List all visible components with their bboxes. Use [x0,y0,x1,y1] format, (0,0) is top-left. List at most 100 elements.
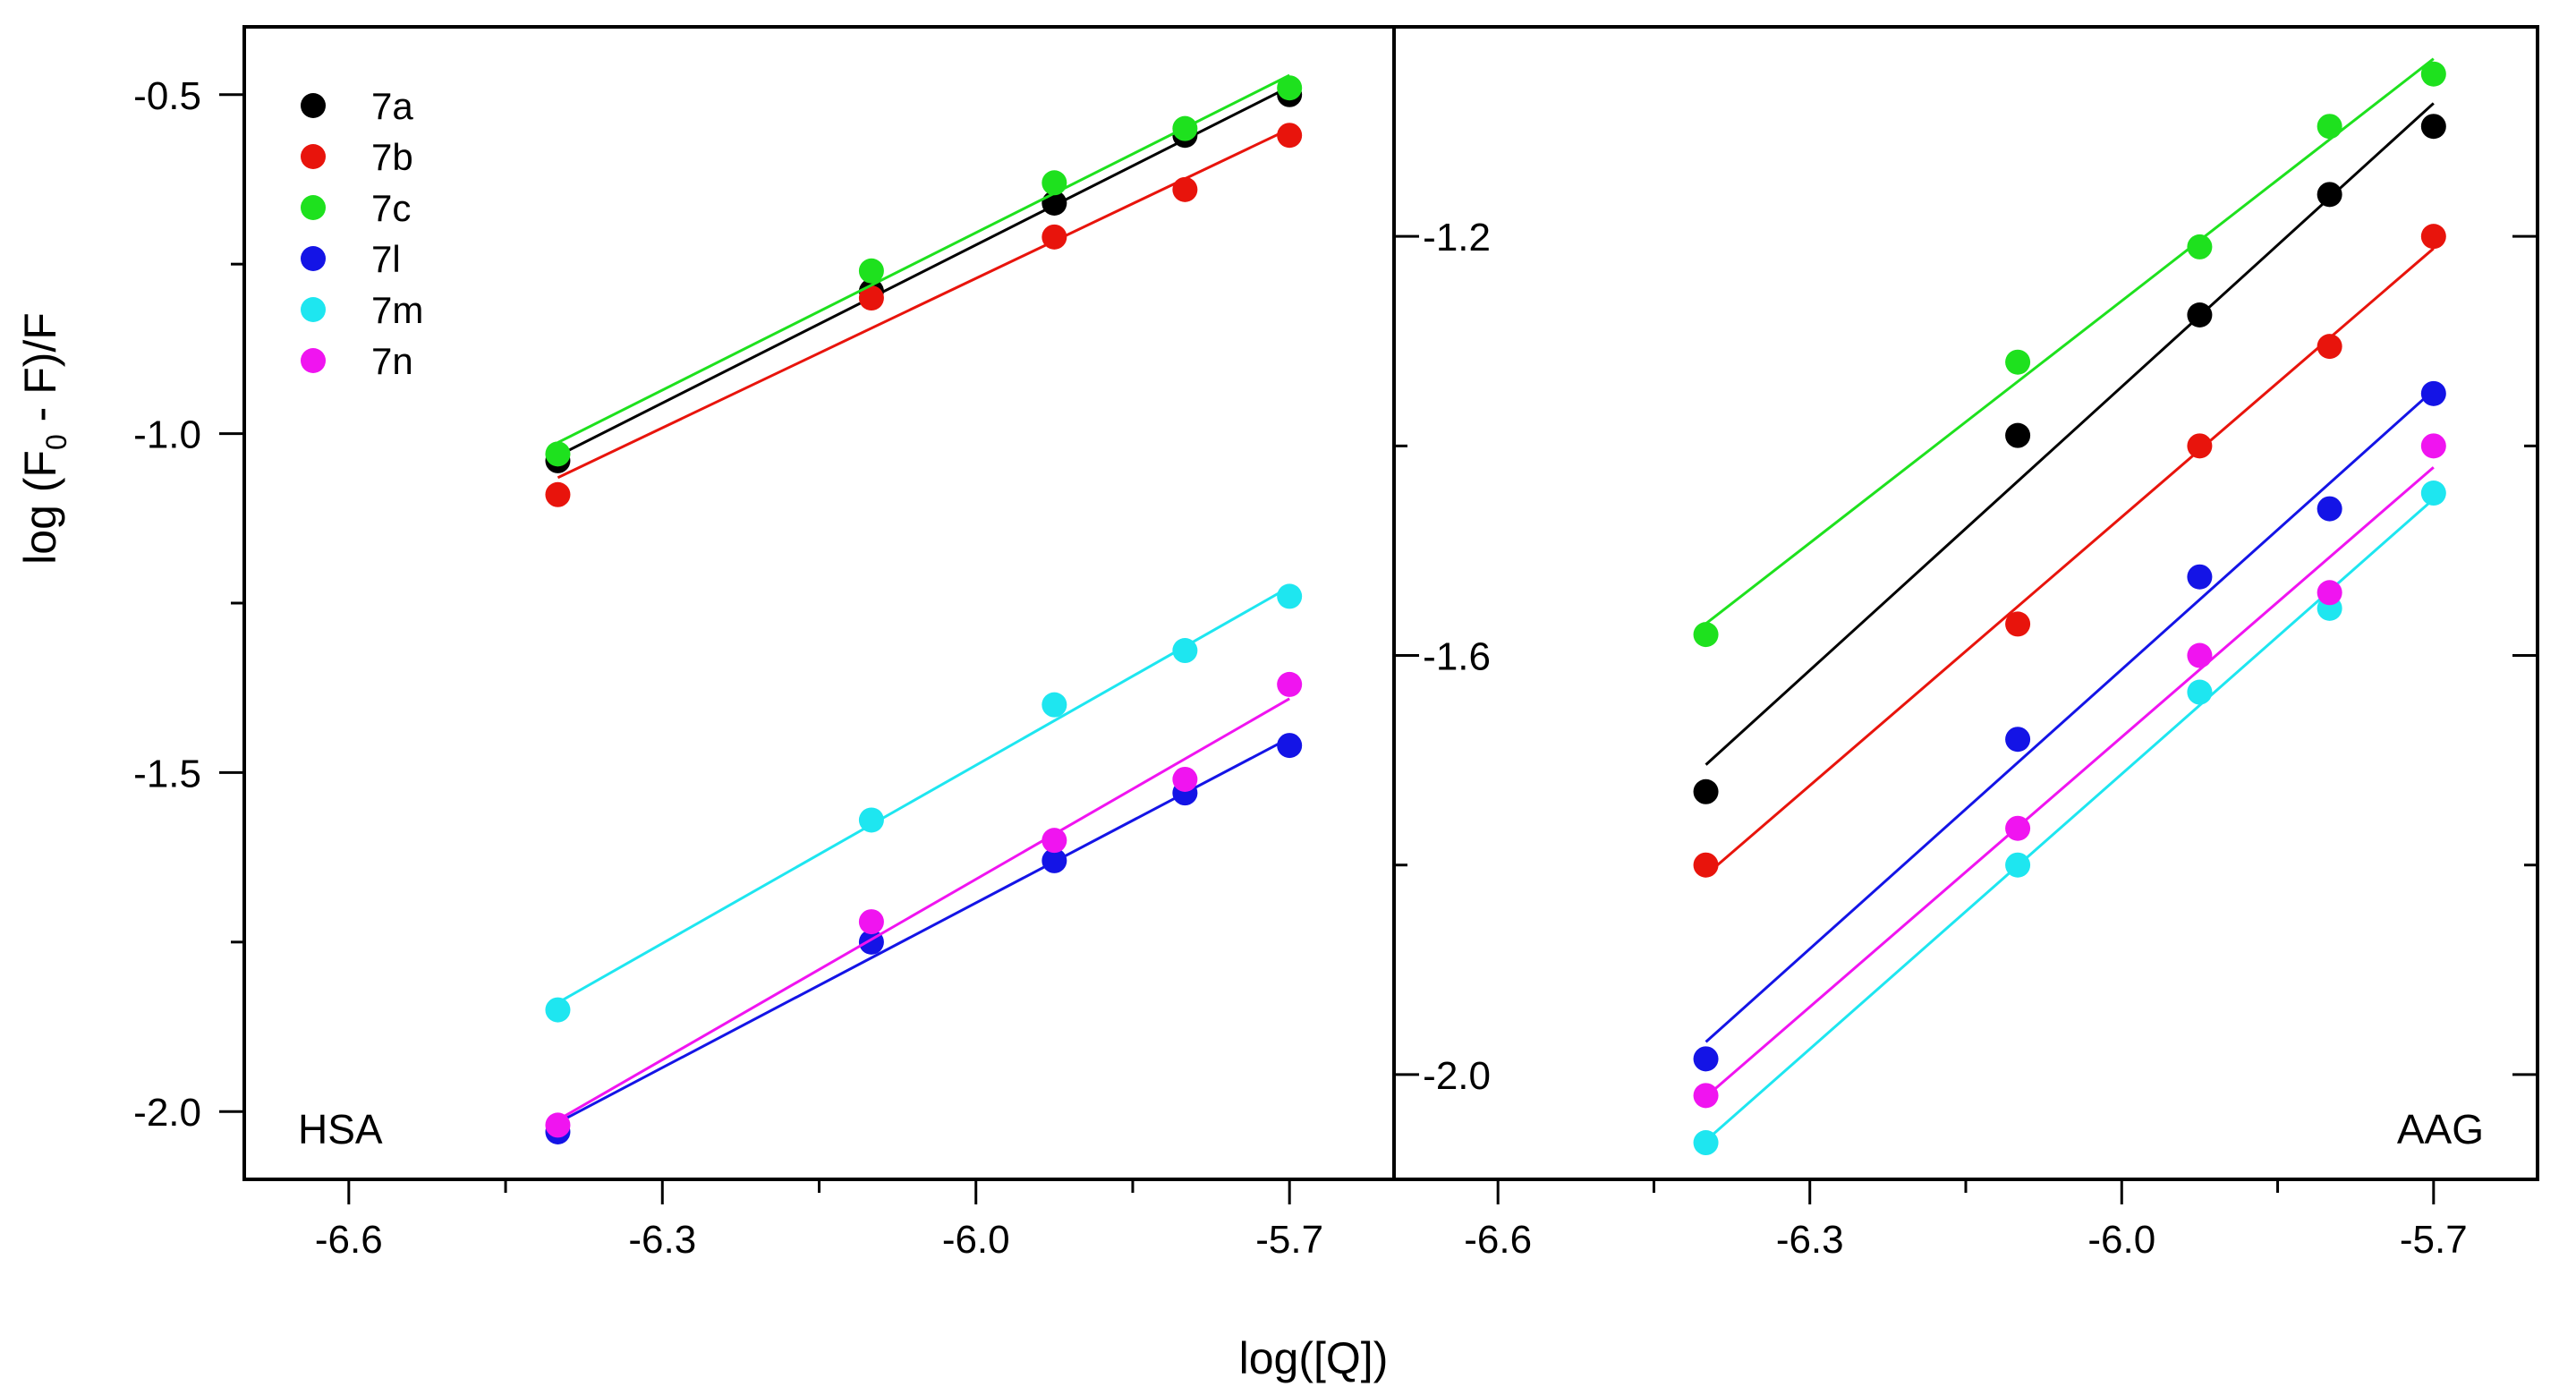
legend-marker-7m [301,297,326,322]
data-point-7b [1277,123,1303,149]
data-point-7n [2420,433,2446,459]
data-point-7c [2005,349,2031,375]
panel-aag: -6.6 -6.3 -6.0 -5.7 -2.0 -1.6 -1.2 AAG [1394,25,2538,1262]
data-point-7c [1172,115,1198,141]
data-point-7l [2005,727,2031,753]
data-point-7b [545,481,571,507]
data-point-7l [1277,733,1303,759]
legend: 7a 7b 7c 7l 7m 7n [301,85,423,382]
data-point-7m [1693,1130,1719,1156]
data-point-7m [2420,481,2446,506]
data-point-7l [1693,1046,1719,1072]
data-point-7m [545,997,571,1023]
fit-line-7m [557,585,1290,1004]
y-tick-label: -2.0 [1423,1054,1491,1098]
y-axis-label: log (F0 - F)/F [15,312,72,565]
plot-frame [242,25,2539,1181]
data-point-7l [2317,496,2342,522]
data-point-7n [1041,828,1067,854]
x-tick-label: -5.7 [1255,1218,1323,1262]
data-point-7n [1172,766,1198,792]
data-point-7c [858,258,884,284]
y-tick-label: -1.5 [133,752,201,795]
data-point-7b [2317,334,2342,360]
data-point-7c [1693,622,1719,648]
y-tick-label: -2.0 [133,1091,201,1135]
x-axis-label: log([Q]) [1239,1333,1389,1383]
panel-hsa: -6.6 -6.3 -6.0 -5.7 -2.0 -1.5 -1.0 -0.5 HSA [133,74,1323,1262]
data-point-7b [858,285,884,311]
data-point-7b [2420,224,2446,250]
fit-line-7l [557,736,1290,1124]
y-tick-label: -1.2 [1423,216,1491,259]
data-point-7n [2005,815,2031,841]
legend-label-7a: 7a [371,85,413,127]
x-tick-label: -6.0 [2087,1218,2155,1262]
data-point-7c [2317,114,2342,140]
fit-line-7l [1705,388,2435,1043]
legend-marker-7a [301,93,326,118]
x-tick-label: -6.6 [1464,1218,1532,1262]
fit-line-7a [557,85,1290,457]
data-point-7l [2420,380,2446,406]
y-tick-label: -1.0 [133,413,201,457]
data-point-7n [2187,642,2213,668]
data-point-7a [2317,182,2342,208]
x-tick-label: -6.3 [628,1218,696,1262]
data-point-7a [1693,778,1719,804]
legend-marker-7n [301,348,326,373]
data-point-7c [1277,75,1303,101]
x-tick-label: -6.0 [942,1218,1010,1262]
data-point-7c [545,441,571,467]
data-point-7m [2005,852,2031,878]
data-point-7b [1172,176,1198,202]
data-point-7m [858,807,884,833]
fit-line-7b [1705,247,2435,877]
panel-label-hsa: HSA [298,1106,383,1153]
x-tick-label: -5.7 [2400,1218,2468,1262]
y-tick-label: -0.5 [133,74,201,118]
data-point-7n [2317,580,2342,606]
data-point-7n [858,909,884,935]
x-tick-label: -6.3 [1776,1218,1844,1262]
fit-line-7b [557,127,1290,480]
data-point-7m [1172,638,1198,664]
data-point-7b [2187,433,2213,459]
data-point-7a [2420,114,2446,140]
data-point-7n [545,1112,571,1138]
legend-marker-7b [301,144,326,169]
data-point-7m [1041,692,1067,718]
panel-label-aag: AAG [2397,1106,2484,1153]
data-point-7n [1693,1083,1719,1109]
data-point-7n [1277,671,1303,697]
legend-label-7b: 7b [371,136,413,178]
data-point-7a [2005,422,2031,448]
plot-border [242,25,2539,1181]
data-point-7c [2187,234,2213,259]
data-point-7l [1041,847,1067,873]
data-point-7b [2005,611,2031,637]
legend-label-7l: 7l [371,238,401,280]
fit-line-7a [1705,102,2435,766]
fit-line-7c [1705,57,2435,625]
legend-marker-7l [301,246,326,271]
data-point-7c [2420,61,2446,87]
legend-label-7m: 7m [371,289,423,331]
fit-line-7c [557,73,1290,444]
data-point-7a [2187,302,2213,327]
fit-line-7n [557,697,1290,1121]
data-point-7m [1277,583,1303,609]
data-point-7m [2187,679,2213,705]
data-point-7c [1041,170,1067,196]
data-point-7l [2187,564,2213,590]
fit-line-7n [1705,466,2435,1098]
x-tick-label: -6.6 [315,1218,383,1262]
fit-line-7m [1705,498,2435,1142]
data-point-7b [1693,852,1719,878]
data-point-7b [1041,224,1067,250]
y-tick-label: -1.6 [1423,635,1491,679]
legend-marker-7c [301,195,326,220]
legend-label-7n: 7n [371,340,413,382]
legend-label-7c: 7c [371,187,411,229]
